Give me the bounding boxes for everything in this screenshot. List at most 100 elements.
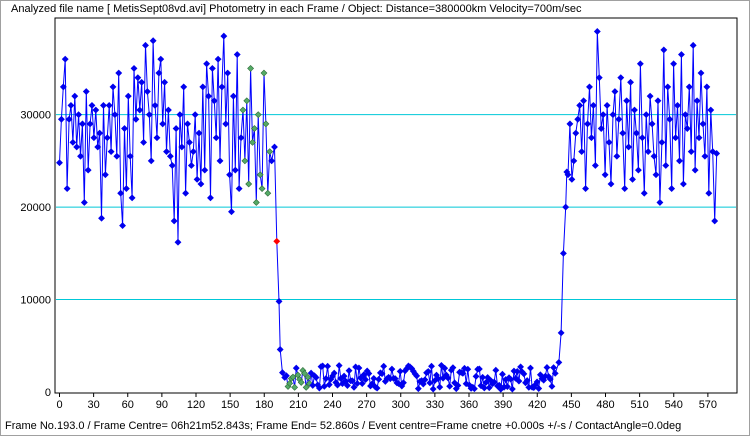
data-point [421,376,429,384]
data-point [426,379,434,387]
data-point [609,111,617,119]
data-point [613,152,621,160]
data-point [235,185,243,193]
data-point [685,83,693,91]
data-point [224,69,232,77]
highlight-point [260,69,268,77]
data-point [564,171,572,179]
data-point [562,203,570,211]
highlight-point [254,111,262,119]
data-point [172,125,180,132]
data-point [580,97,588,105]
x-tick-label: 0 [56,399,62,411]
data-point [75,111,83,119]
data-point [132,115,140,123]
data-point [654,97,662,105]
data-point [324,362,332,370]
data-point [103,134,111,142]
data-point [705,189,713,197]
highlight-point [286,379,294,387]
data-point [512,374,520,382]
data-point [459,369,467,377]
data-point [153,134,161,142]
data-point [205,92,212,100]
y-tick-label: 0 [45,387,51,399]
data-point [275,297,283,305]
data-point [115,69,123,77]
data-point [207,194,214,202]
data-point [520,370,528,378]
data-point [660,46,668,54]
data-point [174,238,182,246]
data-point [693,97,701,105]
data-point [687,148,695,156]
data-point [444,374,452,382]
data-point [111,111,119,119]
data-point [578,148,586,156]
data-point [170,217,178,225]
data-point [584,120,591,128]
highlight-point [291,383,299,391]
data-point [605,138,613,146]
data-point [543,364,551,371]
data-point [572,129,580,137]
data-point [586,83,593,91]
data-point [88,101,96,109]
data-point [186,138,193,146]
data-point [441,364,449,372]
data-point [662,162,670,169]
data-point [67,101,75,109]
data-point [464,365,472,373]
data-point [268,157,276,165]
data-point [503,383,511,391]
data-point [315,384,323,392]
data-point [82,88,90,95]
data-point [533,378,541,386]
data-point [454,382,462,389]
x-tick-label: 210 [289,399,307,411]
series-line [59,31,718,392]
data-point [555,358,563,366]
data-point [566,120,574,128]
data-point [508,385,516,393]
x-tick-label: 390 [494,399,512,411]
data-point [343,382,351,389]
data-point [633,129,640,137]
data-point [222,120,230,128]
x-tick-label: 420 [528,399,546,411]
data-point [149,37,157,45]
data-point [282,372,290,380]
data-point [627,78,634,86]
x-tick-label: 480 [596,399,614,411]
highlight-point [289,373,297,381]
data-point [413,372,421,380]
data-point [713,150,721,157]
data-point [350,383,358,391]
data-point [117,189,125,197]
data-point [703,83,711,91]
chart-header: Analyzed file name [ MetisSept08vd.avi] … [11,3,582,15]
data-point [664,83,672,91]
y-tick-label: 10000 [20,295,51,307]
data-point [218,83,226,91]
data-point [652,171,660,179]
data-point [636,60,644,68]
data-point [178,143,186,151]
data-point [276,346,284,353]
data-point [629,175,636,183]
data-point [707,106,715,114]
data-point [109,83,117,91]
data-point [335,362,343,369]
highlight-point [297,378,305,386]
data-point [130,65,138,72]
data-point [678,51,685,58]
data-point [648,120,656,128]
x-tick-label: 180 [255,399,273,411]
data-point [86,120,94,128]
data-point [424,368,432,375]
data-point [271,143,278,151]
x-tick-label: 240 [323,399,341,411]
data-point [168,162,176,169]
highlight-point [258,185,266,193]
data-point [485,384,493,392]
